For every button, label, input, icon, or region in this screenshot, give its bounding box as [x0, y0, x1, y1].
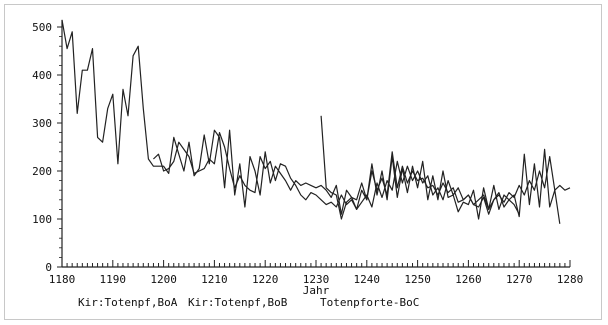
legend-entry-1: Kir:Totenpf,BoA — [78, 296, 178, 309]
y-tick-label: 0 — [45, 261, 52, 274]
x-axis-label: Jahr — [303, 284, 330, 297]
y-tick-label: 200 — [32, 165, 52, 178]
series-line-1 — [61, 19, 561, 224]
legend-entry-3: Totenpforte-BoC — [320, 296, 419, 309]
legend: Kir:Totenpf,BoA Kir:Totenpf,BoB Totenpfort… — [78, 296, 419, 309]
legend-entry-2: Kir:Totenpf,BoB — [188, 296, 288, 309]
series-layer — [61, 19, 571, 224]
y-tick-label: 300 — [32, 117, 52, 130]
x-tick-label: 1200 — [150, 273, 177, 286]
x-tick-label: 1250 — [404, 273, 431, 286]
x-tick-label: 1220 — [252, 273, 279, 286]
x-tick-label: 1270 — [506, 273, 533, 286]
series-line-3 — [320, 115, 520, 220]
x-tick-label: 1210 — [201, 273, 228, 286]
ticks: 1180 1190 1200 1210 1220 1230 1240 1250 1260 1270… — [32, 21, 583, 286]
x-tick-label: 1190 — [100, 273, 127, 286]
x-tick-label: 1240 — [354, 273, 381, 286]
axes — [61, 20, 570, 268]
y-tick-label: 100 — [32, 213, 52, 226]
y-tick-label: 500 — [32, 21, 52, 34]
x-tick-label: 1230 — [303, 273, 330, 286]
x-tick-label: 1180 — [49, 273, 76, 286]
y-tick-label: 400 — [32, 69, 52, 82]
x-tick-label: 1260 — [455, 273, 482, 286]
x-tick-label: 1280 — [557, 273, 584, 286]
